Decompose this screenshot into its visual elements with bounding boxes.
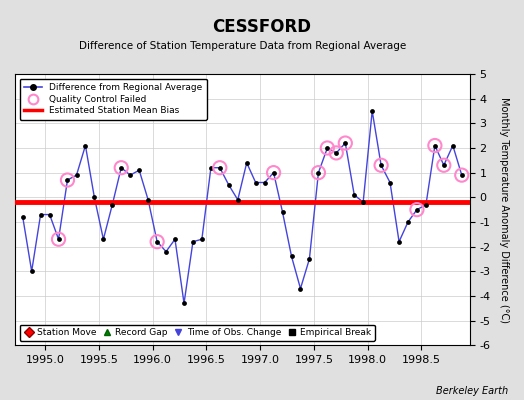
Point: [90, 194, 99, 200]
Point: [260, 179, 269, 186]
Point: [457, 172, 466, 178]
Point: [431, 142, 439, 149]
Point: [413, 206, 421, 213]
Text: Berkeley Earth: Berkeley Earth: [436, 386, 508, 396]
Point: [46, 211, 54, 218]
Point: [216, 164, 224, 171]
Point: [252, 179, 260, 186]
Point: [323, 145, 332, 151]
Point: [368, 108, 376, 114]
Point: [27, 268, 36, 274]
Point: [404, 219, 412, 225]
Point: [153, 238, 161, 245]
Point: [440, 162, 448, 168]
Point: [198, 236, 206, 242]
Point: [350, 192, 358, 198]
Legend: Station Move, Record Gap, Time of Obs. Change, Empirical Break: Station Move, Record Gap, Time of Obs. C…: [19, 324, 375, 341]
Point: [81, 142, 90, 149]
Text: CESSFORD: CESSFORD: [213, 18, 311, 36]
Point: [171, 236, 179, 242]
Title: Difference of Station Temperature Data from Regional Average: Difference of Station Temperature Data f…: [79, 41, 406, 51]
Point: [269, 170, 278, 176]
Point: [108, 202, 116, 208]
Point: [153, 238, 161, 245]
Point: [162, 248, 170, 255]
Point: [305, 256, 313, 262]
Point: [135, 167, 144, 173]
Point: [422, 202, 430, 208]
Point: [413, 206, 421, 213]
Point: [386, 179, 394, 186]
Point: [54, 236, 63, 242]
Point: [117, 164, 125, 171]
Point: [449, 142, 457, 149]
Point: [332, 150, 341, 156]
Point: [440, 162, 448, 168]
Point: [314, 170, 323, 176]
Point: [36, 211, 45, 218]
Point: [341, 140, 350, 146]
Point: [126, 172, 135, 178]
Point: [144, 196, 152, 203]
Point: [431, 142, 439, 149]
Point: [72, 172, 81, 178]
Point: [189, 238, 197, 245]
Point: [63, 177, 72, 183]
Point: [117, 164, 125, 171]
Point: [377, 162, 385, 168]
Point: [269, 170, 278, 176]
Y-axis label: Monthly Temperature Anomaly Difference (°C): Monthly Temperature Anomaly Difference (…: [499, 97, 509, 323]
Point: [323, 145, 332, 151]
Point: [296, 285, 304, 292]
Point: [287, 253, 296, 260]
Point: [377, 162, 385, 168]
Point: [54, 236, 63, 242]
Point: [180, 300, 188, 306]
Point: [395, 238, 403, 245]
Point: [359, 199, 367, 206]
Point: [314, 170, 323, 176]
Point: [18, 214, 27, 220]
Point: [234, 196, 242, 203]
Point: [206, 164, 215, 171]
Point: [225, 182, 233, 188]
Point: [63, 177, 72, 183]
Point: [278, 209, 287, 215]
Point: [243, 160, 251, 166]
Point: [457, 172, 466, 178]
Point: [216, 164, 224, 171]
Point: [332, 150, 341, 156]
Point: [341, 140, 350, 146]
Point: [99, 236, 107, 242]
